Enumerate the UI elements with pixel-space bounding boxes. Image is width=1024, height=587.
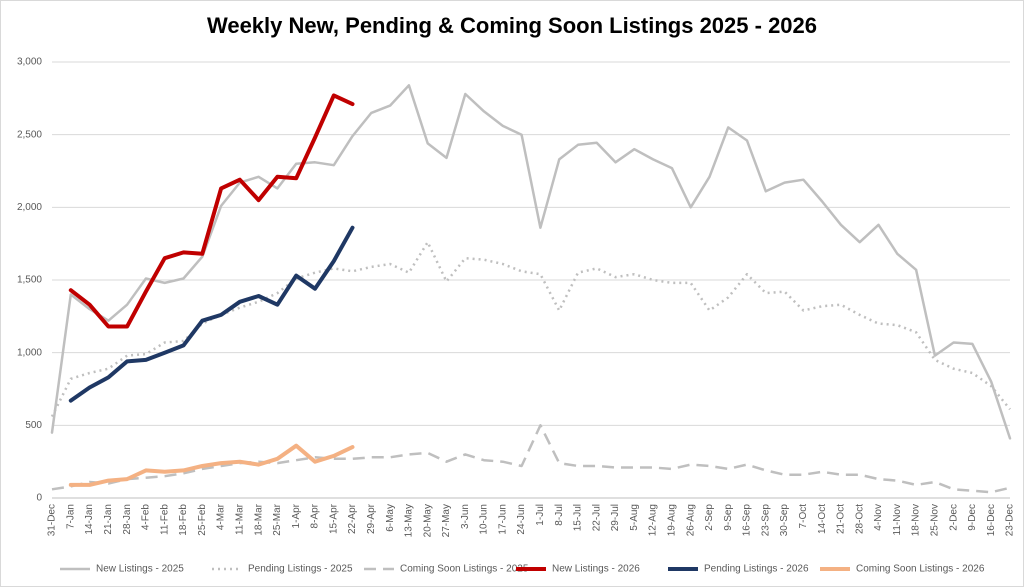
x-tick-label: 2-Dec bbox=[948, 504, 959, 531]
x-tick-label: 3-Jun bbox=[460, 504, 471, 529]
x-tick-label: 1-Jul bbox=[535, 504, 546, 526]
x-tick-label: 21-Oct bbox=[836, 504, 847, 534]
x-tick-label: 4-Feb bbox=[141, 504, 152, 531]
x-tick-label: 16-Sep bbox=[742, 504, 753, 537]
x-tick-label: 1-Apr bbox=[291, 503, 302, 528]
x-tick-label: 4-Mar bbox=[216, 503, 227, 530]
x-tick-label: 9-Sep bbox=[723, 504, 734, 531]
x-tick-label: 30-Sep bbox=[779, 504, 790, 537]
x-tick-label: 12-Aug bbox=[648, 504, 659, 536]
y-tick-label: 0 bbox=[36, 493, 42, 504]
x-tick-label: 17-Jun bbox=[497, 504, 508, 535]
x-tick-label: 11-Mar bbox=[234, 503, 245, 535]
y-tick-label: 2,500 bbox=[17, 129, 42, 140]
legend-label: Coming Soon Listings - 2025 bbox=[400, 564, 529, 575]
x-tick-label: 21-Jan bbox=[103, 504, 114, 535]
x-tick-label: 26-Aug bbox=[685, 504, 696, 536]
x-tick-label: 22-Apr bbox=[347, 503, 358, 534]
x-tick-label: 13-May bbox=[404, 504, 415, 537]
x-tick-label: 6-May bbox=[385, 504, 396, 532]
legend-label: Pending Listings - 2026 bbox=[704, 564, 809, 575]
series-line bbox=[50, 84, 1012, 440]
chart-title: Weekly New, Pending & Coming Soon Listin… bbox=[207, 13, 817, 38]
y-tick-label: 3,000 bbox=[17, 57, 42, 68]
legend-label: Pending Listings - 2025 bbox=[248, 564, 353, 575]
y-tick-label: 1,500 bbox=[17, 275, 42, 286]
x-tick-label: 8-Apr bbox=[310, 503, 321, 528]
x-tick-label: 4-Nov bbox=[873, 504, 884, 531]
series-line bbox=[68, 93, 355, 329]
x-tick-label: 27-May bbox=[441, 504, 452, 537]
x-tick-label: 14-Oct bbox=[817, 504, 828, 534]
legend-label: New Listings - 2026 bbox=[552, 564, 640, 575]
x-tick-label: 19-Aug bbox=[667, 504, 678, 536]
x-tick-label: 7-Jan bbox=[65, 504, 76, 529]
x-tick-label: 22-Jul bbox=[591, 504, 602, 531]
x-tick-label: 15-Jul bbox=[573, 504, 584, 531]
x-tick-label: 28-Oct bbox=[854, 504, 865, 534]
x-tick-label: 8-Jul bbox=[554, 504, 565, 526]
x-tick-label: 24-Jun bbox=[516, 504, 527, 535]
x-tick-label: 18-Feb bbox=[178, 504, 189, 536]
x-tick-label: 11-Nov bbox=[892, 504, 903, 536]
x-tick-label: 10-Jun bbox=[479, 504, 490, 535]
x-tick-label: 5-Aug bbox=[629, 504, 640, 531]
x-tick-label: 11-Feb bbox=[159, 504, 170, 535]
x-tick-label: 20-May bbox=[422, 504, 433, 537]
x-tick-label: 25-Mar bbox=[272, 503, 283, 535]
y-tick-label: 2,000 bbox=[17, 202, 42, 213]
x-tick-label: 29-Jul bbox=[610, 504, 621, 531]
x-tick-label: 25-Feb bbox=[197, 504, 208, 536]
series-line bbox=[68, 225, 355, 403]
x-tick-label: 7-Oct bbox=[798, 504, 809, 529]
x-tick-label: 29-Apr bbox=[366, 503, 377, 534]
x-tick-label: 9-Dec bbox=[967, 504, 978, 531]
x-tick-label: 15-Apr bbox=[328, 503, 339, 534]
x-tick-label: 14-Jan bbox=[84, 504, 95, 535]
legend-label: New Listings - 2025 bbox=[96, 564, 184, 575]
x-tick-label: 28-Jan bbox=[122, 504, 133, 535]
legend-label: Coming Soon Listings - 2026 bbox=[856, 564, 985, 575]
y-tick-label: 1,000 bbox=[17, 347, 42, 358]
x-tick-label: 23-Dec bbox=[1005, 504, 1016, 536]
y-tick-label: 500 bbox=[25, 420, 42, 431]
x-tick-label: 16-Dec bbox=[986, 504, 997, 536]
x-tick-label: 25-Nov bbox=[930, 504, 941, 536]
series-line bbox=[68, 443, 355, 487]
x-tick-label: 18-Mar bbox=[253, 503, 264, 535]
x-tick-label: 31-Dec bbox=[47, 504, 58, 536]
series-line bbox=[51, 424, 1011, 494]
x-tick-label: 18-Nov bbox=[911, 504, 922, 536]
x-tick-label: 2-Sep bbox=[704, 504, 715, 531]
x-tick-label: 23-Sep bbox=[760, 504, 771, 537]
